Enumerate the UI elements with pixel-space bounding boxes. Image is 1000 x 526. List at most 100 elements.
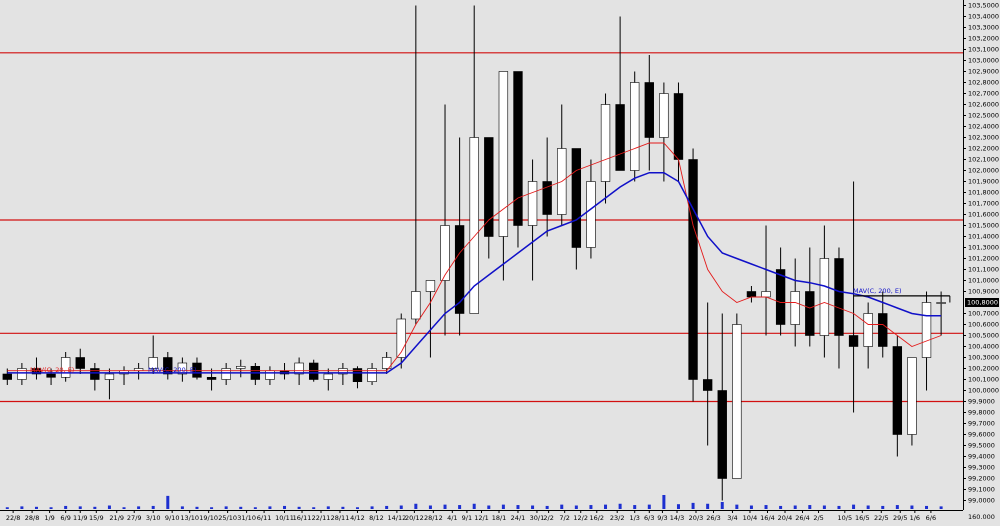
candle-body [265, 370, 275, 380]
candle-body [2, 373, 12, 380]
x-tick-label: 26/4 [795, 514, 810, 522]
x-tick-label: 27/9 [127, 514, 142, 522]
y-tick-label: 99,3000 [968, 464, 995, 472]
volume-bar [691, 502, 695, 509]
x-tick-label: 1/6 [910, 514, 920, 522]
volume-bar [749, 505, 753, 509]
moving-average [7, 142, 942, 372]
y-tick-label: 102,6000 [968, 101, 999, 109]
y-tick-label: 101,2000 [968, 255, 999, 263]
volume-bar [253, 507, 257, 509]
candle-body [323, 373, 333, 380]
volume-bar [93, 506, 97, 509]
y-tick-label: 100,2000 [968, 365, 999, 373]
candle-body [878, 313, 888, 347]
volume-bar [545, 505, 549, 509]
candle-body [454, 225, 465, 314]
candle-body [834, 258, 844, 336]
volume-bar [297, 506, 301, 509]
annotation: MAV(C, 20, E) [30, 366, 74, 374]
x-tick-label: 22/11 [312, 514, 331, 522]
volume-bar [385, 505, 389, 509]
x-tick-label: 21/9 [109, 514, 124, 522]
volume-bar [472, 503, 476, 509]
volume-bar [895, 505, 899, 509]
volume-bar [676, 504, 680, 509]
x-tick-label: 19/10 [199, 514, 218, 522]
x-tick-label: 22/8 [6, 514, 21, 522]
x-tick-label: 6/9 [60, 514, 70, 522]
y-tick-label: 100,5000 [968, 332, 999, 340]
y-tick-label: 101,5000 [968, 222, 999, 230]
volume-bar [210, 507, 214, 509]
volume-bar [793, 505, 797, 509]
y-tick-label: 101,7000 [968, 200, 999, 208]
volume-bar [589, 505, 593, 509]
y-tick-label: 102,0000 [968, 167, 999, 175]
y-tick-label: 102,7000 [968, 90, 999, 98]
volume-bar [939, 506, 943, 509]
volume-bar [312, 507, 316, 509]
candle-body [863, 313, 873, 347]
x-tick-label: 22/5 [874, 514, 889, 522]
volume-bar [122, 507, 126, 509]
x-tick-label: 20/3 [689, 514, 704, 522]
x-tick-label: 16/5 [855, 514, 870, 522]
x-tick-label: 9/3 [657, 514, 667, 522]
y-tick-label: 101,3000 [968, 244, 999, 252]
y-tick-label: 101,8000 [968, 189, 999, 197]
volume-bar [151, 505, 155, 509]
last-price-label: 100,8000 [967, 299, 998, 307]
y-tick-label: 103,3000 [968, 24, 999, 32]
candle-body [659, 93, 669, 138]
volume-bar [925, 505, 929, 509]
candle-body [367, 368, 377, 382]
volume-bar [64, 505, 68, 509]
x-tick-label: 28/11 [331, 514, 350, 522]
x-tick-label: 4/1 [447, 514, 457, 522]
x-tick-label: 23/2 [610, 514, 625, 522]
x-tick-label: 20/4 [778, 514, 793, 522]
x-tick-label: 4/12 [350, 514, 365, 522]
x-tick-label: 14/12 [388, 514, 407, 522]
volume-bar [881, 505, 885, 509]
annotation: MAV(C, 200, E) [148, 366, 196, 374]
candle-body [163, 357, 173, 375]
y-tick-label: 99,0000 [968, 497, 995, 505]
volume-bar [764, 505, 768, 509]
candle-body [630, 82, 640, 171]
candle-body [309, 362, 319, 380]
volume-bar [34, 506, 38, 509]
y-tick-label: 100,6000 [968, 321, 999, 329]
x-tick-label: 16/11 [293, 514, 312, 522]
x-tick-label: 6/6 [926, 514, 936, 522]
candle-body [775, 269, 786, 325]
y-tick-label: 99,4000 [968, 453, 995, 461]
candle-body [746, 291, 757, 298]
candle-body [702, 379, 713, 391]
y-tick-label: 100,0000 [968, 387, 999, 395]
x-tick-label: 3/10 [146, 514, 161, 522]
volume-bar [180, 506, 184, 509]
x-tick-label: 16/2 [589, 514, 604, 522]
volume-bar [779, 505, 783, 509]
y-tick-label: 101,1000 [968, 266, 999, 274]
x-tick-label: 6/11 [257, 514, 272, 522]
volume-bar [531, 505, 535, 509]
candle-body [542, 181, 552, 215]
volume-bar [428, 505, 432, 509]
candle-body [644, 82, 654, 138]
x-tick-label: 3/4 [727, 514, 737, 522]
y-tick-label: 99,8000 [968, 409, 995, 417]
x-tick-label: 12/1 [474, 514, 489, 522]
x-tick-label: 31/10 [237, 514, 256, 522]
candle-body [615, 104, 625, 171]
volume-bar [706, 503, 710, 509]
x-tick-label: 30/1 [530, 514, 545, 522]
x-tick-label: 1/3 [629, 514, 639, 522]
volume-label: 160.000 [968, 513, 995, 521]
y-tick-label: 103,2000 [968, 35, 999, 43]
volume-bar [866, 505, 870, 509]
moving-average [7, 171, 942, 374]
